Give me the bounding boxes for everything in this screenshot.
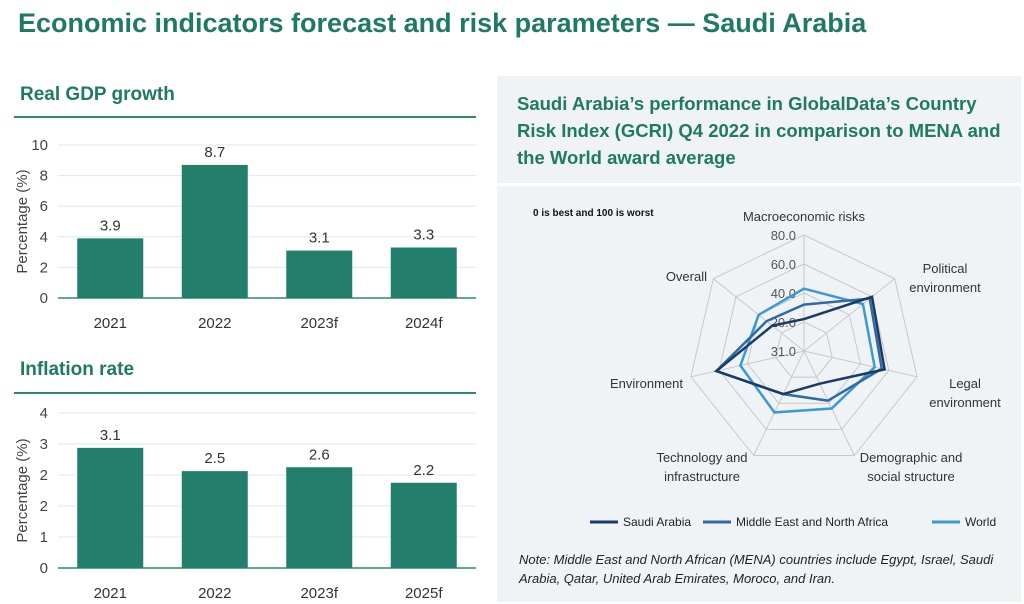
radar-subtitle: 0 is best and 100 is worst bbox=[533, 208, 654, 219]
bar bbox=[390, 482, 457, 568]
bar bbox=[286, 467, 353, 568]
y-tick-label: 0 bbox=[40, 560, 48, 577]
radar-spoke bbox=[803, 350, 855, 456]
x-tick-label: 2025f bbox=[405, 585, 443, 602]
y-tick-label: 2 bbox=[40, 259, 48, 276]
y-tick-label: 4 bbox=[40, 405, 48, 422]
inflation-chart: 0 1 2 2 3 4 3.1 2021 2.5 2022 2.6 2023f 2.2 2025f Perc… bbox=[14, 405, 476, 602]
gcri-panel: Saudi Arabia’s performance in GlobalData… bbox=[497, 76, 1021, 602]
bar bbox=[77, 238, 144, 298]
y-tick-label: 3 bbox=[40, 436, 48, 453]
data-label: 3.1 bbox=[309, 230, 330, 247]
x-tick-label: 2022 bbox=[198, 315, 231, 332]
series-line bbox=[738, 287, 877, 414]
page-title: Economic indicators forecast and risk pa… bbox=[18, 8, 867, 38]
inflation-title: Inflation rate bbox=[20, 359, 135, 380]
legend-label: World bbox=[965, 515, 996, 529]
radar-title: Saudi Arabia’s performance in GlobalData… bbox=[517, 93, 1001, 168]
note: Note: Middle East and North African (MEN… bbox=[519, 552, 994, 586]
gdp-chart: 0 2 4 6 8 10 3.9 2021 8.7 2022 3.1 2023f 3.3 2024f Per… bbox=[14, 137, 476, 332]
data-label: 2.6 bbox=[309, 446, 330, 463]
data-label: 3.3 bbox=[413, 227, 434, 244]
y-tick-label: 2 bbox=[40, 498, 48, 515]
radar-spoke bbox=[753, 350, 805, 456]
axis-label: Technology and infrastructure bbox=[656, 450, 747, 484]
y-tick-label: 8 bbox=[40, 168, 48, 185]
axis-label: Overall bbox=[666, 269, 707, 284]
legend-label: Saudi Arabia bbox=[623, 515, 691, 529]
x-tick-label: 2021 bbox=[94, 315, 127, 332]
data-label: 8.7 bbox=[204, 144, 225, 161]
data-label: 2.5 bbox=[204, 450, 225, 467]
gdp-title: Real GDP growth bbox=[20, 84, 175, 105]
y-tick-label: 10 bbox=[31, 137, 48, 154]
axis-label: Environment bbox=[610, 376, 683, 391]
y-tick-label: 6 bbox=[40, 198, 48, 215]
bar bbox=[286, 250, 353, 298]
radar-spoke bbox=[803, 350, 918, 378]
ring-label: 80.0 bbox=[771, 228, 796, 243]
y-tick-label: 4 bbox=[40, 229, 48, 246]
ring-label: 40.0 bbox=[771, 286, 796, 301]
data-label: 3.9 bbox=[100, 217, 121, 234]
bar bbox=[77, 447, 144, 568]
data-label: 3.1 bbox=[100, 427, 121, 444]
ring-label: 60.0 bbox=[771, 257, 796, 272]
ring-label: 31.0 bbox=[771, 344, 796, 359]
legend-label: Middle East and North Africa bbox=[736, 515, 888, 529]
series-line bbox=[714, 297, 884, 402]
bar bbox=[181, 164, 248, 298]
x-tick-label: 2022 bbox=[198, 585, 231, 602]
radar-spoke bbox=[690, 350, 805, 378]
axis-label: Political environment bbox=[909, 261, 981, 295]
x-tick-label: 2021 bbox=[94, 585, 127, 602]
bar bbox=[181, 471, 248, 568]
y-axis-label: Percentage (%) bbox=[14, 438, 31, 542]
axis-label: Demographic and social structure bbox=[860, 450, 963, 484]
radar-spoke bbox=[803, 278, 896, 352]
bar bbox=[390, 247, 457, 298]
x-tick-label: 2023f bbox=[300, 315, 338, 332]
y-tick-label: 1 bbox=[40, 529, 48, 546]
divider bbox=[14, 116, 476, 118]
x-tick-label: 2024f bbox=[405, 315, 443, 332]
axis-label: Legal environment bbox=[929, 376, 1001, 410]
y-axis-label: Percentage (%) bbox=[14, 169, 31, 273]
radar-ring bbox=[690, 234, 918, 457]
divider bbox=[497, 183, 1021, 186]
y-tick-label: 2 bbox=[40, 467, 48, 484]
radar-ring bbox=[775, 321, 833, 378]
data-label: 2.2 bbox=[413, 462, 434, 479]
axis-label: Macroeconomic risks bbox=[743, 209, 866, 224]
x-tick-label: 2023f bbox=[300, 585, 338, 602]
y-tick-label: 0 bbox=[40, 290, 48, 307]
divider bbox=[14, 392, 476, 394]
series-line bbox=[713, 295, 887, 396]
